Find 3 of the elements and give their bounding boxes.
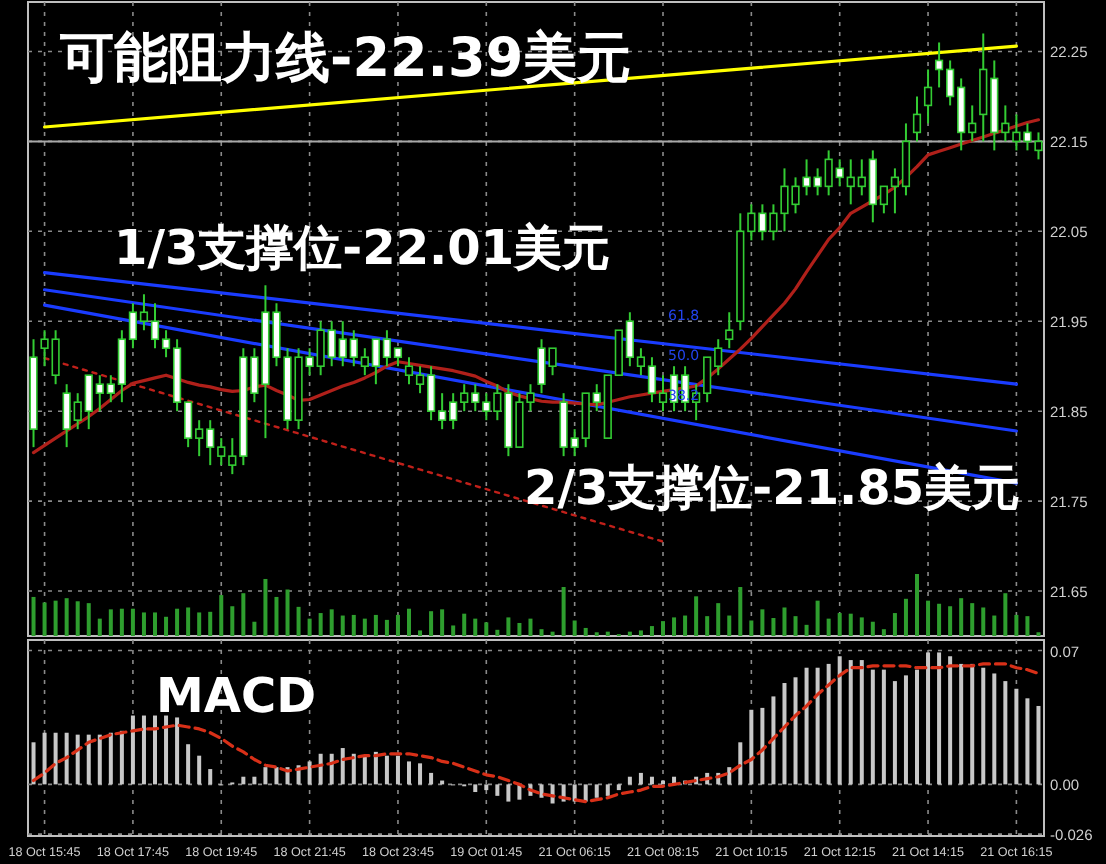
annotation: 可能阻力线-22.39美元 xyxy=(58,28,632,90)
annotation: MACD xyxy=(156,668,316,724)
annotation: 1/3支撑位-22.01美元 xyxy=(114,220,611,276)
